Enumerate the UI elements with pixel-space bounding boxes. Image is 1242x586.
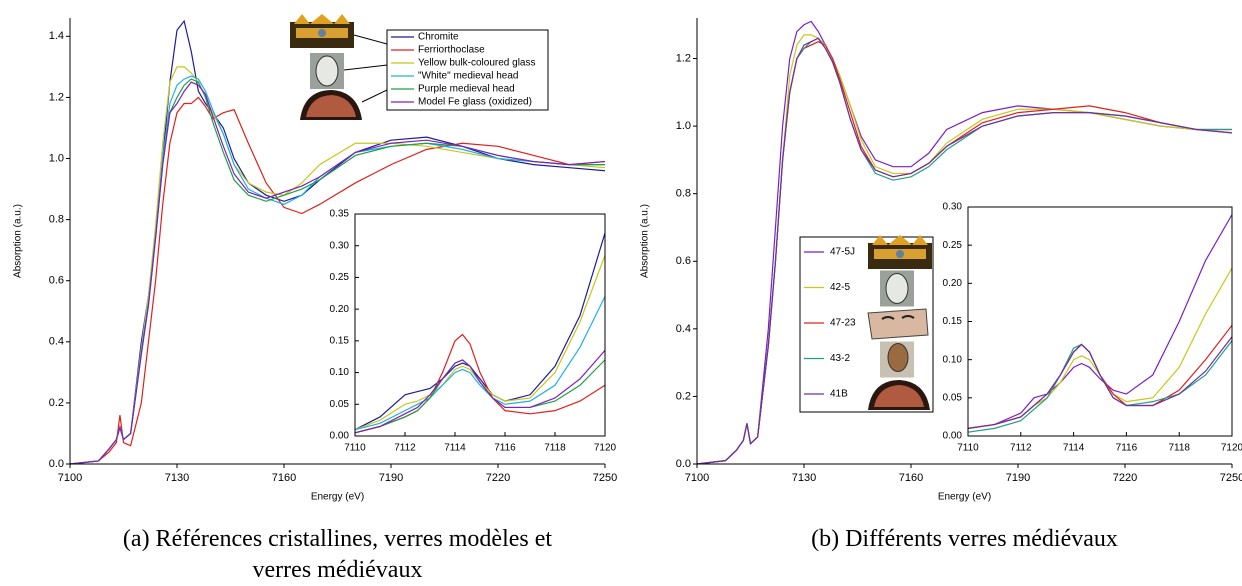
y-tick-label: 0.4 — [49, 336, 64, 348]
x-tick-label: 7112 — [1010, 443, 1032, 454]
y-tick-label: 0.35 — [330, 209, 350, 220]
legend-label: 43-2 — [830, 353, 850, 364]
x-tick-label: 7100 — [58, 472, 82, 484]
x-tick-label: 7190 — [1006, 472, 1030, 484]
legend-label: Chromite — [418, 32, 459, 43]
y-tick-label: 0.8 — [49, 214, 64, 226]
x-tick-label: 7112 — [394, 443, 416, 454]
x-tick-label: 7250 — [1220, 472, 1242, 484]
icon — [300, 90, 362, 120]
y-tick-label: 1.4 — [49, 30, 64, 42]
y-tick-label: 0.25 — [330, 272, 350, 283]
x-tick-label: 7118 — [1168, 443, 1190, 454]
x-tick-label: 7160 — [899, 472, 923, 484]
icon-shape — [868, 309, 928, 339]
legend-label: Yellow bulk-coloured glass — [418, 58, 535, 69]
y-tick-label: 1.0 — [676, 120, 691, 132]
y-tick-label: 0.10 — [330, 367, 350, 378]
icon-shape — [294, 14, 350, 24]
legend-label: 42-5 — [830, 282, 850, 293]
inset-background — [355, 214, 605, 436]
y-tick-label: 0.30 — [943, 202, 963, 213]
x-tick-label: 7220 — [1113, 472, 1137, 484]
y-tick-label: 0.15 — [330, 335, 350, 346]
y-tick-label: 0.00 — [330, 431, 350, 442]
x-tick-label: 7120 — [594, 443, 617, 454]
y-tick-label: 0.2 — [49, 397, 64, 409]
legend-label: 47-5J — [830, 247, 855, 258]
inset-background — [968, 207, 1232, 436]
y-axis-title: Absorption (a.u.) — [640, 204, 651, 278]
x-tick-label: 7120 — [1221, 443, 1242, 454]
connector — [354, 35, 387, 44]
icon — [880, 342, 914, 378]
icon-shape — [872, 235, 928, 245]
x-tick-label: 7118 — [544, 443, 566, 454]
y-tick-label: 0.2 — [676, 390, 691, 402]
x-tick-label: 7130 — [792, 472, 816, 484]
legend-label: Ferriorthoclase — [418, 45, 485, 56]
icon-shape — [886, 274, 908, 304]
y-axis-title: Absorption (a.u.) — [13, 204, 24, 278]
x-tick-label: 7220 — [486, 472, 510, 484]
y-tick-label: 0.6 — [49, 275, 64, 287]
connector — [362, 90, 387, 102]
connector — [344, 65, 387, 70]
x-tick-label: 7100 — [685, 472, 709, 484]
y-tick-label: 0.0 — [676, 458, 691, 470]
caption: (b) Différents verres médiévaux — [665, 524, 1242, 555]
x-tick-label: 7250 — [593, 472, 617, 484]
y-tick-label: 1.0 — [49, 152, 64, 164]
y-tick-label: 0.0 — [49, 458, 64, 470]
legend-label: Model Fe glass (oxidized) — [418, 97, 532, 108]
x-tick-label: 7116 — [1116, 443, 1138, 454]
legend-label: 47-23 — [830, 318, 856, 329]
x-axis-title: Energy (eV) — [938, 492, 991, 503]
y-tick-label: 0.20 — [330, 304, 350, 315]
y-tick-label: 0.20 — [943, 278, 963, 289]
y-tick-label: 0.05 — [943, 392, 963, 403]
icon — [290, 14, 354, 48]
icon-shape — [318, 29, 326, 37]
icon — [868, 235, 932, 269]
icon — [868, 309, 928, 339]
icon-shape — [316, 56, 338, 86]
icon — [880, 271, 914, 307]
y-tick-label: 0.05 — [330, 399, 350, 410]
x-tick-label: 7110 — [344, 443, 366, 454]
x-tick-label: 7116 — [494, 443, 516, 454]
y-tick-label: 0.6 — [676, 255, 691, 267]
y-tick-label: 0.8 — [676, 188, 691, 200]
x-tick-label: 7160 — [272, 472, 296, 484]
legend-label: Purple medieval head — [418, 84, 515, 95]
y-tick-label: 0.25 — [943, 240, 963, 251]
figure: 0.0 0.2 0.4 0.6 0.8 1.0 1.2 1.4 7100 7130 7160 7190… — [0, 0, 1242, 520]
x-tick-label: 7130 — [165, 472, 189, 484]
y-tick-label: 0.00 — [943, 431, 963, 442]
icon — [310, 53, 344, 89]
y-tick-label: 0.30 — [330, 240, 350, 251]
y-tick-label: 1.2 — [49, 91, 64, 103]
y-tick-label: 0.10 — [943, 354, 963, 365]
x-tick-label: 7190 — [379, 472, 403, 484]
legend-label: "White" medieval head — [418, 71, 518, 82]
y-tick-label: 0.15 — [943, 316, 963, 327]
caption: verres médiévaux — [38, 555, 638, 586]
x-tick-label: 7114 — [1063, 443, 1085, 454]
legend-label: 41B — [830, 389, 848, 400]
icon-shape — [896, 250, 904, 258]
icon-shape — [888, 344, 908, 372]
x-tick-label: 7114 — [444, 443, 466, 454]
y-tick-label: 0.4 — [676, 323, 691, 335]
y-tick-label: 1.2 — [676, 52, 691, 64]
x-axis-title: Energy (eV) — [311, 492, 364, 503]
caption: (a) Références cristallines, verres modè… — [38, 524, 638, 555]
x-tick-label: 7110 — [957, 443, 979, 454]
